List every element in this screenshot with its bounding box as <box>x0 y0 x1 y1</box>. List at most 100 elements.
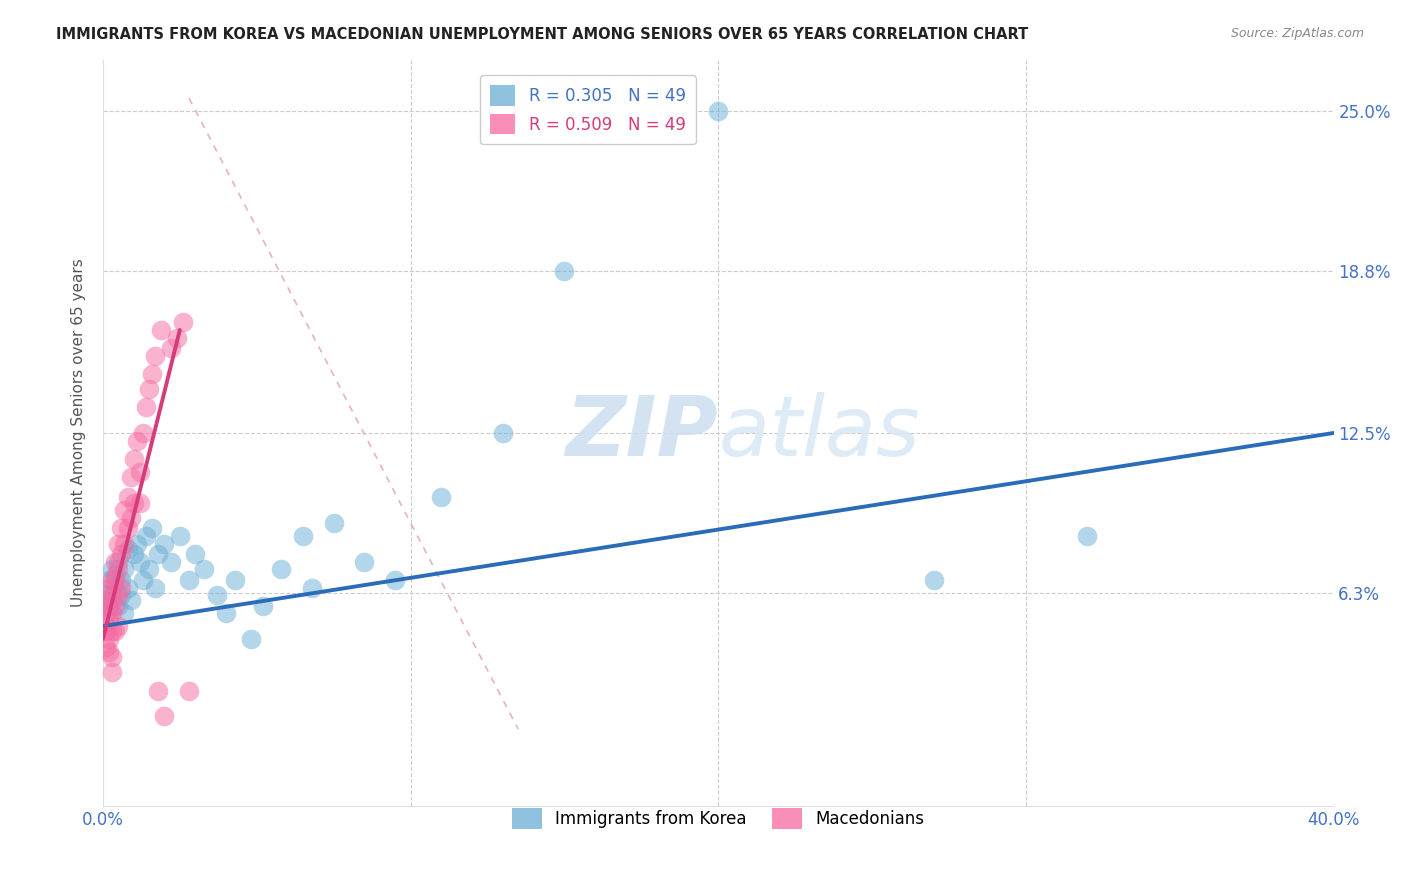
Point <box>107 619 129 633</box>
Point <box>166 331 188 345</box>
Point <box>153 709 176 723</box>
Point <box>922 573 945 587</box>
Point <box>98 632 121 646</box>
Point <box>169 529 191 543</box>
Point <box>117 491 139 505</box>
Point <box>114 607 136 621</box>
Point <box>138 382 160 396</box>
Point <box>301 581 323 595</box>
Point <box>101 650 124 665</box>
Point <box>98 645 121 659</box>
Point <box>224 573 246 587</box>
Point <box>110 573 132 587</box>
Text: Source: ZipAtlas.com: Source: ZipAtlas.com <box>1230 27 1364 40</box>
Point <box>143 349 166 363</box>
Point <box>117 581 139 595</box>
Point <box>177 573 200 587</box>
Point <box>120 469 142 483</box>
Point <box>159 341 181 355</box>
Point <box>104 567 127 582</box>
Point <box>707 104 730 119</box>
Point <box>159 555 181 569</box>
Point <box>172 315 194 329</box>
Point <box>94 624 117 639</box>
Point <box>125 537 148 551</box>
Point <box>1076 529 1098 543</box>
Point <box>125 434 148 448</box>
Point <box>110 588 132 602</box>
Point <box>98 581 121 595</box>
Point <box>98 573 121 587</box>
Point <box>110 521 132 535</box>
Point <box>117 521 139 535</box>
Text: IMMIGRANTS FROM KOREA VS MACEDONIAN UNEMPLOYMENT AMONG SENIORS OVER 65 YEARS COR: IMMIGRANTS FROM KOREA VS MACEDONIAN UNEM… <box>56 27 1029 42</box>
Point <box>104 599 127 613</box>
Point <box>141 521 163 535</box>
Point <box>135 529 157 543</box>
Point <box>148 547 170 561</box>
Point <box>143 581 166 595</box>
Point <box>101 607 124 621</box>
Point <box>101 573 124 587</box>
Point <box>252 599 274 613</box>
Point <box>104 624 127 639</box>
Point <box>104 581 127 595</box>
Point <box>98 599 121 613</box>
Legend: Immigrants from Korea, Macedonians: Immigrants from Korea, Macedonians <box>506 802 931 836</box>
Point <box>215 607 238 621</box>
Point <box>107 562 129 576</box>
Point <box>138 562 160 576</box>
Point <box>94 607 117 621</box>
Point <box>135 401 157 415</box>
Point <box>184 547 207 561</box>
Text: atlas: atlas <box>718 392 920 474</box>
Point <box>239 632 262 646</box>
Point <box>104 573 127 587</box>
Point <box>101 588 124 602</box>
Point <box>353 555 375 569</box>
Point <box>107 555 129 569</box>
Point <box>205 588 228 602</box>
Point <box>94 607 117 621</box>
Point <box>132 573 155 587</box>
Point <box>101 665 124 680</box>
Point <box>122 451 145 466</box>
Point <box>101 562 124 576</box>
Point <box>98 599 121 613</box>
Point <box>177 683 200 698</box>
Point <box>114 503 136 517</box>
Point <box>94 640 117 654</box>
Point <box>107 599 129 613</box>
Point <box>193 562 215 576</box>
Point <box>384 573 406 587</box>
Point <box>122 547 145 561</box>
Point <box>94 588 117 602</box>
Point <box>291 529 314 543</box>
Point <box>128 495 150 509</box>
Point <box>430 491 453 505</box>
Point <box>104 555 127 569</box>
Point <box>120 593 142 607</box>
Point <box>110 547 132 561</box>
Point <box>120 511 142 525</box>
Point <box>110 581 132 595</box>
Point <box>107 537 129 551</box>
Point <box>98 614 121 628</box>
Point <box>553 264 575 278</box>
Point <box>153 537 176 551</box>
Point <box>101 624 124 639</box>
Point <box>492 425 515 440</box>
Point <box>94 593 117 607</box>
Point <box>114 562 136 576</box>
Point <box>122 495 145 509</box>
Point <box>148 683 170 698</box>
Point <box>101 593 124 607</box>
Point <box>114 537 136 551</box>
Y-axis label: Unemployment Among Seniors over 65 years: Unemployment Among Seniors over 65 years <box>72 259 86 607</box>
Text: ZIP: ZIP <box>565 392 718 474</box>
Point <box>128 465 150 479</box>
Point <box>270 562 292 576</box>
Point <box>107 588 129 602</box>
Point <box>132 425 155 440</box>
Point <box>141 367 163 381</box>
